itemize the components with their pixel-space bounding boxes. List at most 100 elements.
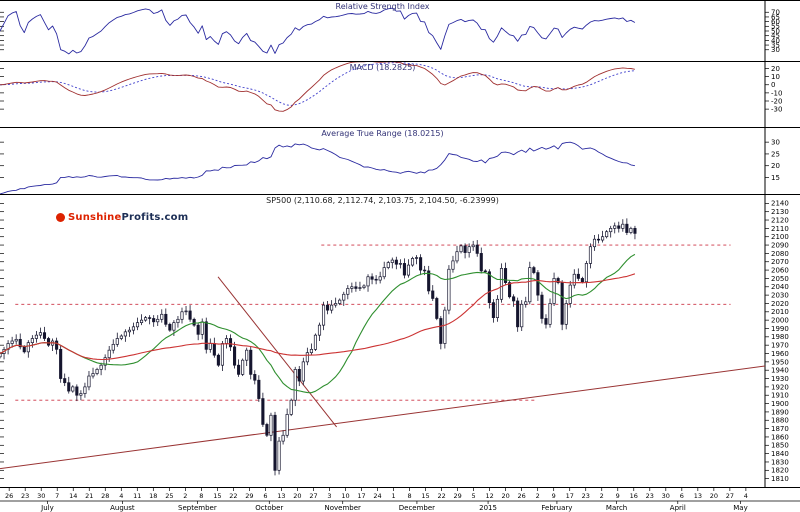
svg-text:1920: 1920	[771, 383, 789, 391]
svg-text:2: 2	[600, 492, 604, 500]
svg-text:1930: 1930	[771, 375, 789, 383]
svg-text:25: 25	[165, 492, 173, 500]
svg-text:10: 10	[341, 492, 349, 500]
svg-text:2130: 2130	[771, 208, 789, 216]
svg-text:September: September	[178, 504, 217, 512]
svg-text:20: 20	[771, 65, 780, 73]
sunshineprofits-logo[interactable]: Sunshine Profits.com	[56, 212, 188, 223]
svg-text:1900: 1900	[771, 400, 789, 408]
svg-text:1980: 1980	[771, 333, 789, 341]
svg-text:30: 30	[662, 492, 670, 500]
svg-text:23: 23	[582, 492, 590, 500]
svg-text:55: 55	[771, 23, 780, 31]
svg-text:2040: 2040	[771, 283, 789, 291]
svg-text:1850: 1850	[771, 442, 789, 450]
svg-text:1910: 1910	[771, 392, 789, 400]
svg-text:2020: 2020	[771, 300, 789, 308]
svg-text:2: 2	[536, 492, 540, 500]
svg-text:2010: 2010	[771, 308, 789, 316]
svg-text:30: 30	[771, 139, 780, 147]
svg-text:-10: -10	[771, 89, 782, 97]
svg-text:20: 20	[502, 492, 510, 500]
svg-text:1810: 1810	[771, 475, 789, 483]
svg-text:28: 28	[101, 492, 109, 500]
svg-text:1840: 1840	[771, 450, 789, 458]
svg-text:20: 20	[771, 162, 780, 170]
svg-text:1890: 1890	[771, 408, 789, 416]
svg-text:0: 0	[771, 81, 775, 89]
svg-text:27: 27	[309, 492, 317, 500]
svg-text:1820: 1820	[771, 467, 789, 475]
macd-panel: 20 10 0 -10 -20 -30 MACD (18.2825)	[0, 62, 800, 128]
svg-text:November: November	[325, 504, 362, 512]
svg-text:15: 15	[213, 492, 221, 500]
svg-text:6: 6	[263, 492, 267, 500]
svg-text:8: 8	[407, 492, 411, 500]
svg-text:17: 17	[357, 492, 365, 500]
svg-text:October: October	[255, 504, 283, 512]
svg-text:March: March	[606, 504, 627, 512]
svg-text:22: 22	[437, 492, 445, 500]
svg-text:10: 10	[771, 73, 780, 81]
svg-text:1970: 1970	[771, 342, 789, 350]
svg-text:2070: 2070	[771, 258, 789, 266]
svg-text:45: 45	[771, 32, 780, 40]
svg-text:60: 60	[771, 18, 780, 26]
svg-text:9: 9	[552, 492, 556, 500]
svg-text:15: 15	[421, 492, 429, 500]
svg-text:1830: 1830	[771, 458, 789, 466]
svg-text:2120: 2120	[771, 216, 789, 224]
svg-text:18: 18	[149, 492, 157, 500]
price-panel: 2140 2130 2120 2110 2100 2090 2080 2070 2060 2050…	[0, 195, 800, 488]
svg-text:22: 22	[229, 492, 237, 500]
svg-text:14: 14	[69, 492, 77, 500]
svg-text:27: 27	[726, 492, 734, 500]
svg-text:50: 50	[771, 27, 780, 35]
atr-chart-svg: 30 25 20 15	[0, 128, 780, 194]
svg-text:9: 9	[616, 492, 620, 500]
svg-text:26: 26	[5, 492, 13, 500]
svg-text:17: 17	[566, 492, 574, 500]
price-chart-svg: 2140213021202110210020902080207020602050…	[0, 195, 789, 487]
svg-text:July: July	[40, 504, 54, 512]
svg-text:1960: 1960	[771, 350, 789, 358]
logo-text-sunshine: Sunshine	[68, 212, 122, 223]
svg-text:13: 13	[277, 492, 285, 500]
atr-panel: 30 25 20 15 Average True Range (18.0215)	[0, 128, 800, 195]
svg-text:1880: 1880	[771, 417, 789, 425]
svg-text:2015: 2015	[479, 504, 497, 512]
svg-text:16: 16	[630, 492, 638, 500]
svg-text:May: May	[733, 504, 747, 512]
svg-text:40: 40	[771, 37, 780, 45]
svg-text:August: August	[110, 504, 135, 512]
svg-text:15: 15	[771, 174, 780, 182]
svg-text:26: 26	[518, 492, 526, 500]
svg-text:April: April	[670, 504, 686, 512]
svg-text:29: 29	[245, 492, 253, 500]
svg-text:2110: 2110	[771, 225, 789, 233]
svg-text:February: February	[541, 504, 572, 512]
svg-text:1870: 1870	[771, 425, 789, 433]
svg-text:6: 6	[680, 492, 684, 500]
svg-text:1: 1	[391, 492, 395, 500]
svg-text:8: 8	[199, 492, 203, 500]
svg-text:29: 29	[453, 492, 461, 500]
svg-text:5: 5	[472, 492, 476, 500]
svg-text:23: 23	[21, 492, 29, 500]
svg-text:24: 24	[373, 492, 381, 500]
svg-text:23: 23	[646, 492, 654, 500]
svg-text:-20: -20	[771, 97, 782, 105]
svg-text:13: 13	[694, 492, 702, 500]
svg-text:-30: -30	[771, 106, 782, 114]
svg-text:2080: 2080	[771, 250, 789, 258]
svg-text:30: 30	[37, 492, 45, 500]
svg-text:2: 2	[183, 492, 187, 500]
svg-text:4: 4	[119, 492, 123, 500]
svg-text:December: December	[399, 504, 435, 512]
svg-text:2100: 2100	[771, 233, 789, 241]
svg-text:2030: 2030	[771, 292, 789, 300]
sun-icon	[56, 213, 65, 222]
svg-text:4: 4	[744, 492, 748, 500]
